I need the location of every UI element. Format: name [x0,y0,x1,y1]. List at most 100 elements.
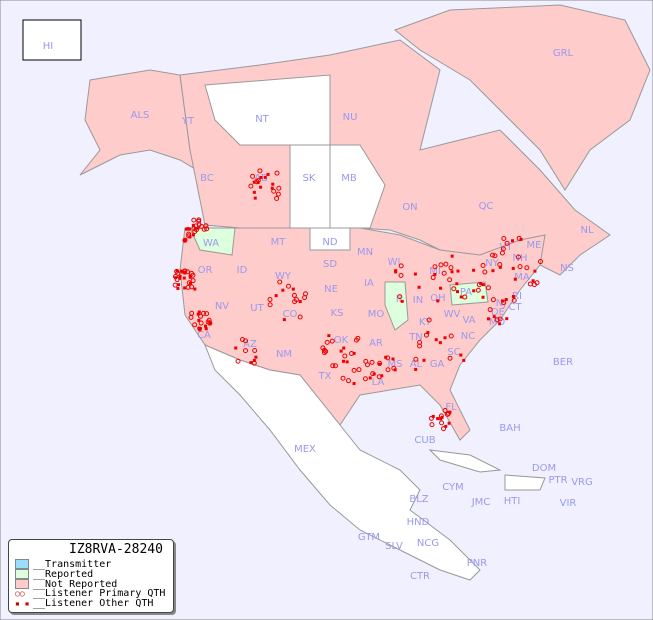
listener-other-marker [439,286,443,290]
region-label-ber: BER [553,357,573,368]
region-mb[interactable] [329,144,386,229]
listener-other-marker [443,336,447,340]
listener-primary-marker [185,284,191,290]
listener-primary-marker [462,294,468,300]
listener-primary-marker [235,358,241,364]
listener-other-marker [438,341,442,345]
region-sk[interactable] [289,144,331,229]
region-label-wa: WA [203,238,219,249]
listener-other-marker [191,223,195,227]
listener-other-marker [188,275,192,279]
listener-other-marker [180,269,184,273]
listener-other-marker [281,288,285,292]
listener-primary-marker [439,420,445,426]
region-label-mn: MN [357,247,373,258]
listener-other-marker [378,362,382,366]
listener-primary-marker [444,411,450,417]
region-label-al: AL [410,359,423,370]
region-nt[interactable] [204,74,331,146]
listener-primary-marker [487,307,493,313]
region-label-mi: MI [429,266,441,277]
listener-other-marker [513,277,517,281]
listener-primary-marker [355,335,361,341]
listener-other-marker [456,290,460,294]
listener-other-marker [178,276,182,280]
region-label-ar: AR [369,338,383,349]
listener-primary-marker [480,262,486,268]
region-label-ri: RI [512,291,522,302]
listener-other-marker [184,227,188,231]
listener-other-marker [204,324,208,328]
listener-primary-marker [184,269,190,275]
listener-other-marker [188,235,192,239]
listener-other-marker [511,295,515,299]
legend-label: __Listener Other QTH [33,598,154,609]
listener-other-marker [491,269,495,273]
listener-primary-marker [346,378,352,384]
listener-other-marker [259,175,263,179]
region-label-bah: BAH [499,423,520,434]
region-label-nc: NC [461,331,475,342]
listener-primary-marker [274,195,280,201]
listener-primary-marker [489,252,495,258]
listener-other-marker [282,318,286,322]
region-label-ok: OK [334,335,349,346]
legend-not-reported: __Not Reported [15,579,118,590]
listener-other-marker [393,368,397,372]
listener-primary-marker [451,286,457,292]
region-il[interactable] [384,281,409,331]
listener-other-marker [327,334,331,338]
region-label-ia: IA [364,278,374,289]
listener-other-marker [450,254,454,258]
listener-other-marker [459,353,463,357]
listener-primary-marker [497,316,503,322]
listener-primary-marker [370,371,376,377]
listener-primary-marker [186,280,192,286]
region-wa[interactable] [189,227,236,256]
region-label-ncg: NCG [417,538,439,549]
listener-primary-marker [377,360,383,366]
region-label-blz: BLZ [409,494,428,505]
listener-other-marker [380,374,384,378]
listener-primary-marker [448,265,454,271]
region-label-dom: DOM [532,463,556,474]
listener-primary-marker [362,376,368,382]
listener-other-marker [462,358,466,362]
region-label-nd: ND [322,237,337,248]
listener-other-marker [188,281,192,285]
region-mex[interactable] [204,344,481,581]
region-grl[interactable] [393,4,651,191]
listener-other-marker [426,331,430,335]
region-cub[interactable] [428,449,502,473]
listener-primary-marker [517,264,523,270]
listener-primary-marker [438,413,444,419]
listener-primary-marker [324,339,330,345]
region-label-la: LA [372,377,385,388]
region-label-in: IN [413,295,423,306]
listener-other-marker [384,355,388,359]
listener-primary-marker [203,223,209,229]
listener-primary-marker [475,287,481,293]
listener-primary-marker [516,235,522,241]
region-label-mex: MEX [294,444,316,455]
region-label-ca: CA [197,330,211,341]
region-nd[interactable] [309,227,351,251]
region-hispaniola[interactable] [504,474,546,491]
region-label-wv: WV [444,309,461,320]
listener-primary-marker [432,264,438,270]
region-als[interactable] [79,69,206,176]
listener-other-marker [414,367,418,371]
listener-primary-marker [174,268,180,274]
legend-reported: __Reported [15,569,93,580]
legend-label: __Not Reported [33,579,118,590]
listener-other-marker [368,376,372,380]
legend-label: __Listener Primary QTH [33,588,166,599]
listener-other-marker [352,382,356,386]
region-label-bc: BC [200,173,214,184]
region-label-nu: NU [343,112,358,123]
listener-primary-marker [267,302,273,308]
listener-other-marker [472,289,476,293]
region-label-wy: WY [275,271,292,282]
region-label-ptr: PTR [548,475,567,486]
listener-other-marker [263,175,267,179]
